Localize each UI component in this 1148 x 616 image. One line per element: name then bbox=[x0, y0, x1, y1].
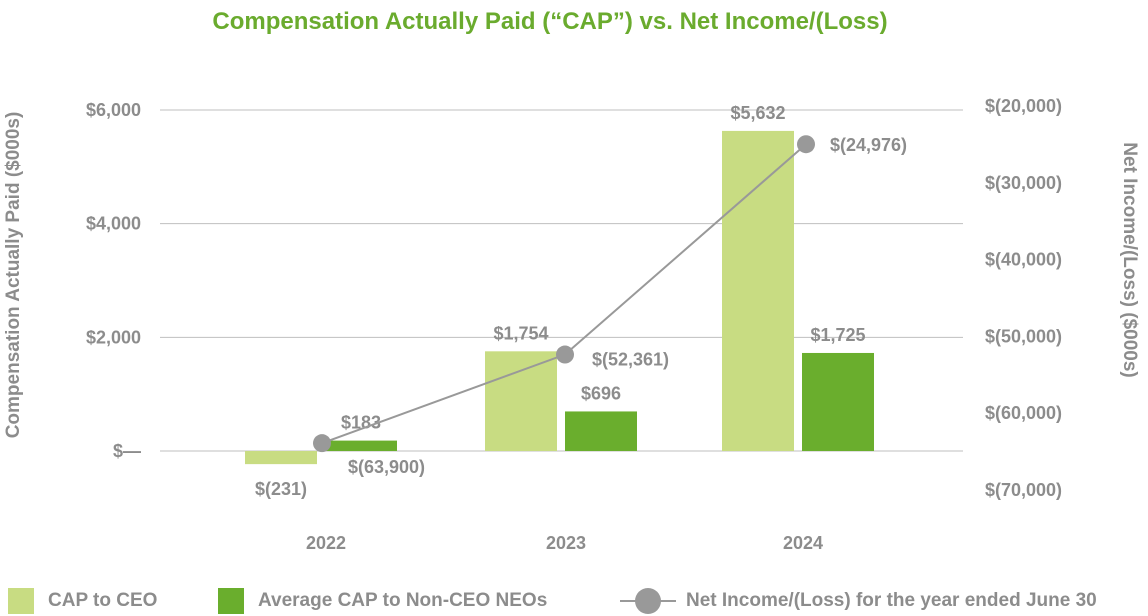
x-tick-label: 2024 bbox=[783, 533, 823, 553]
y2-axis-title: Net Income/(Loss) ($000s) bbox=[1119, 142, 1140, 377]
net-income-label: $(24,976) bbox=[830, 135, 907, 155]
bar-cap-ceo bbox=[245, 451, 317, 465]
data-label: $(231) bbox=[255, 479, 307, 499]
data-label: $696 bbox=[581, 383, 621, 403]
legend-swatch-avg-cap-neo bbox=[218, 588, 244, 614]
data-label: $1,725 bbox=[810, 325, 865, 345]
net-income-point bbox=[797, 135, 815, 154]
legend-label-net-income: Net Income/(Loss) for the year ended Jun… bbox=[686, 590, 1097, 611]
bar-cap-ceo bbox=[722, 130, 794, 451]
net-income-label: $(63,900) bbox=[348, 457, 425, 477]
y-tick-label: $6,000 bbox=[86, 100, 141, 120]
data-label: $1,754 bbox=[493, 323, 548, 343]
net-income-point bbox=[556, 345, 574, 364]
bar-avg-cap-neo bbox=[565, 411, 637, 451]
y2-tick-label: $(30,000) bbox=[985, 173, 1062, 193]
legend-item-net-income: Net Income/(Loss) for the year ended Jun… bbox=[620, 588, 1097, 614]
y-axis-title: Compensation Actually Paid ($000s) bbox=[3, 112, 24, 439]
y2-tick-label: $(40,000) bbox=[985, 250, 1062, 270]
x-tick-label: 2022 bbox=[306, 533, 346, 553]
net-income-label: $(52,361) bbox=[592, 350, 669, 370]
y2-tick-label: $(60,000) bbox=[985, 403, 1062, 423]
y-tick-label: $— bbox=[113, 441, 141, 461]
legend-item-avg-cap-neo: Average CAP to Non-CEO NEOs bbox=[218, 588, 547, 614]
y-tick-label: $4,000 bbox=[86, 214, 141, 234]
y2-tick-label: $(50,000) bbox=[985, 326, 1062, 346]
bar-avg-cap-neo bbox=[802, 352, 874, 451]
y-tick-label: $2,000 bbox=[86, 327, 141, 347]
bar-avg-cap-neo bbox=[325, 440, 397, 451]
net-income-point bbox=[313, 434, 331, 453]
chart-title: Compensation Actually Paid (“CAP”) vs. N… bbox=[212, 8, 888, 35]
y2-tick-label: $(20,000) bbox=[985, 96, 1062, 116]
bar-cap-ceo bbox=[485, 351, 557, 451]
legend-label-cap-ceo: CAP to CEO bbox=[48, 590, 158, 611]
legend-label-avg-cap-neo: Average CAP to Non-CEO NEOs bbox=[258, 590, 548, 611]
legend-swatch-cap-ceo bbox=[8, 588, 34, 614]
legend-marker-net-income bbox=[620, 588, 676, 614]
data-label: $5,632 bbox=[730, 103, 785, 123]
legend-item-cap-ceo: CAP to CEO bbox=[8, 588, 157, 614]
chart-plot: $— $2,000 $4,000 $6,000 $(70,000) $(60,000) $(… bbox=[3, 96, 1140, 553]
x-tick-label: 2023 bbox=[546, 533, 586, 553]
y2-tick-label: $(70,000) bbox=[985, 480, 1062, 500]
data-label: $183 bbox=[341, 413, 381, 433]
